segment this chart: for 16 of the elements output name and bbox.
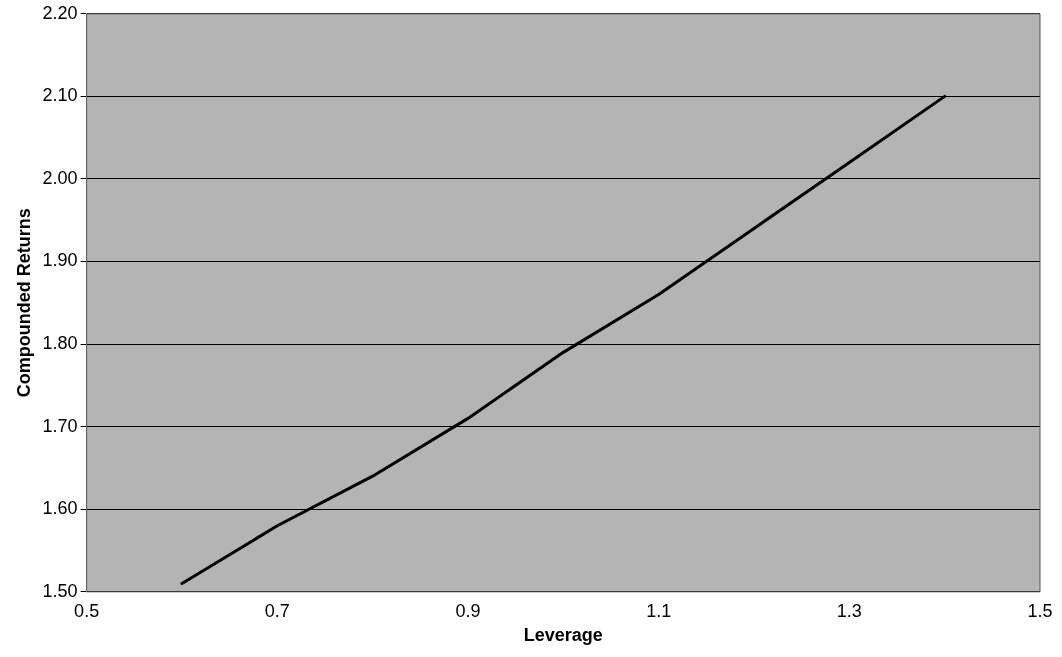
x-tick-label: 0.9 xyxy=(455,600,481,621)
x-tick-label: 1.5 xyxy=(1027,600,1053,621)
y-tick-label: 1.60 xyxy=(42,498,78,519)
x-tick-label: 1.3 xyxy=(836,600,862,621)
x-axis-title: Leverage xyxy=(523,625,603,646)
x-tick-label: 0.7 xyxy=(264,600,290,621)
x-tick-label: 1.1 xyxy=(646,600,672,621)
x-tick-label: 0.5 xyxy=(74,600,100,621)
y-tick-label: 2.00 xyxy=(42,167,78,188)
y-tick-label: 2.20 xyxy=(42,2,78,23)
y-tick-label: 1.50 xyxy=(42,580,78,601)
y-axis-title: Compounded Returns xyxy=(13,208,34,398)
y-tick-label: 1.80 xyxy=(42,333,78,354)
y-tick-label: 1.90 xyxy=(42,250,78,271)
y-tick-label: 1.70 xyxy=(42,415,78,436)
y-tick-label: 2.10 xyxy=(42,85,78,106)
